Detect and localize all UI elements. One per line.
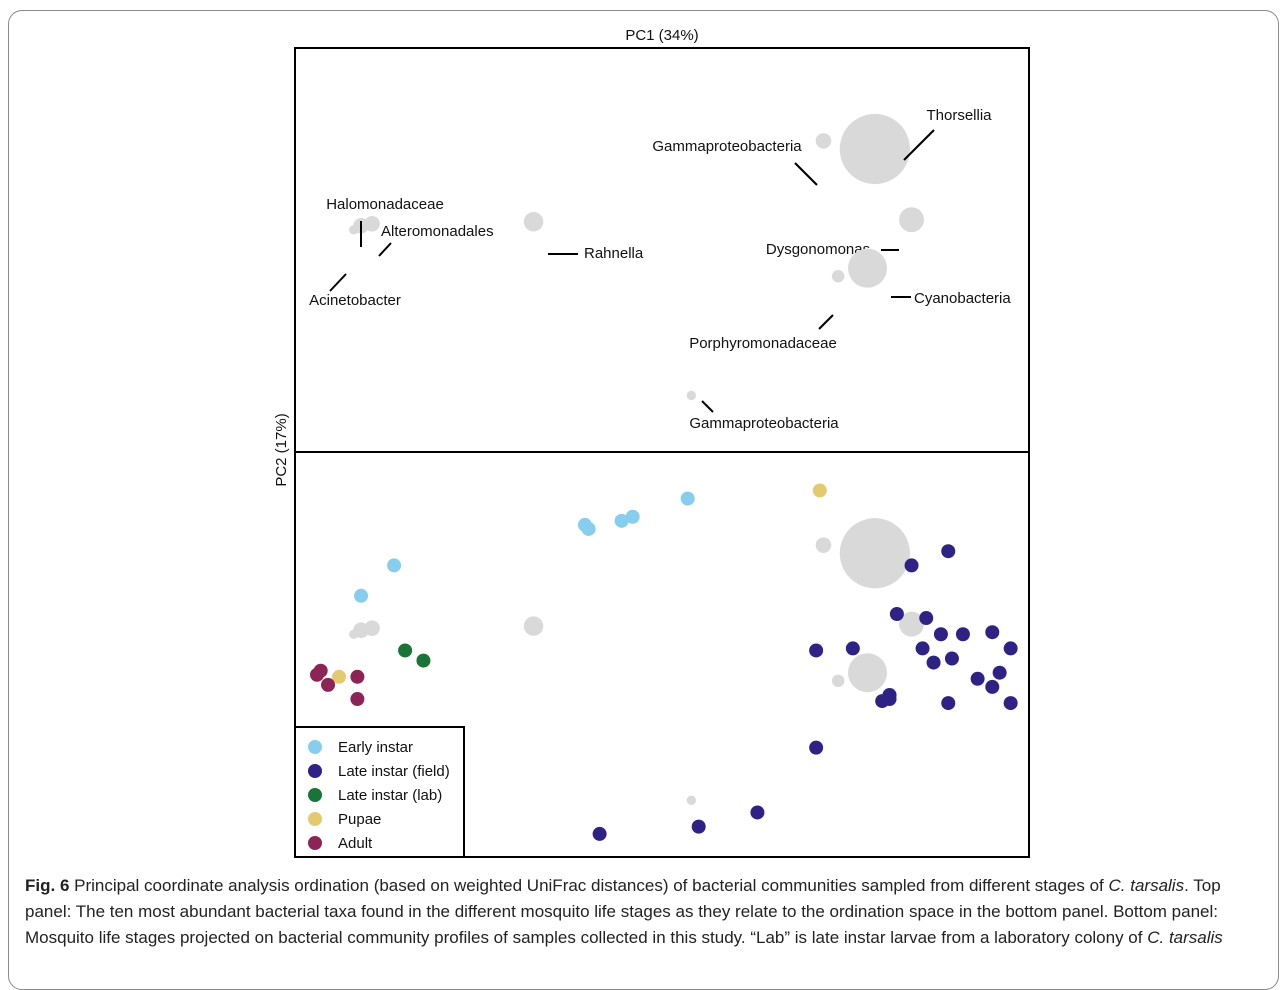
legend-label: Adult (338, 835, 373, 852)
sample-point (889, 607, 904, 621)
taxon-projection-bubble (686, 795, 697, 805)
taxon-label: Rahnella (584, 245, 644, 262)
legend-label: Late instar (lab) (338, 787, 442, 804)
taxon-bubble (349, 225, 359, 235)
sample-point (985, 625, 1000, 640)
sample-point (933, 627, 948, 642)
legend-marker (308, 812, 322, 826)
taxon-bubble (686, 390, 697, 401)
taxon-label: Alteromonadales (381, 223, 494, 240)
figure-caption: Fig. 6 Principal coordinate analysis ord… (25, 873, 1265, 951)
sample-point (614, 513, 629, 528)
sample-point (985, 679, 1000, 694)
taxon-projection-bubble (848, 653, 888, 693)
taxon-bubble (815, 133, 832, 149)
sample-point (944, 651, 959, 666)
sample-point (350, 669, 365, 684)
sample-point (387, 558, 402, 573)
sample-point (332, 669, 347, 684)
taxon-label: Cyanobacteria (914, 290, 1011, 307)
taxon-leader-line (701, 400, 714, 413)
taxon-leader-line (903, 129, 935, 161)
sample-point (350, 692, 365, 707)
sample-point (926, 655, 941, 670)
taxon-label: Thorsellia (926, 107, 992, 124)
sample-point (919, 611, 934, 626)
taxon-leader-line (818, 314, 834, 330)
bottom-panel-samples (310, 483, 1018, 841)
sample-point (845, 641, 860, 656)
legend-label: Late instar (field) (338, 763, 450, 780)
legend: Early instar Late instar (field) Late inst… (294, 726, 465, 858)
sample-point (904, 558, 919, 573)
y-axis-label: PC2 (17%) (273, 413, 290, 486)
caption-text-1: Principal coordinate analysis ordination… (69, 876, 1109, 895)
legend-marker (308, 836, 322, 850)
sample-point (680, 491, 695, 506)
taxon-projection-bubble (831, 674, 845, 688)
sample-point (955, 627, 970, 642)
sample-point (398, 643, 413, 658)
top-panel-frame (294, 47, 1030, 453)
sample-point (875, 694, 890, 709)
figure-frame (8, 10, 1279, 990)
sample-point (577, 517, 592, 532)
taxon-projection-bubble (349, 629, 359, 639)
taxon-bubble (839, 113, 910, 185)
sample-point (691, 819, 706, 834)
sample-point (625, 509, 640, 524)
sample-point (416, 653, 431, 668)
taxon-leader-line (329, 273, 347, 292)
taxon-projection-bubble (523, 616, 544, 636)
taxon-bubble (848, 248, 888, 288)
sample-point (941, 696, 956, 711)
taxon-bubble (899, 207, 925, 233)
legend-marker (308, 764, 322, 778)
pcoa-figure: PC1 (34%) PC2 (17%) Thorsellia Gammaprote… (273, 27, 1030, 858)
taxon-projection-bubble (815, 537, 832, 553)
caption-text-2: . Top panel: The ten most abundant bacte… (25, 876, 1221, 947)
taxon-label: Gammaproteobacteria (652, 138, 802, 155)
sample-point (812, 483, 827, 498)
taxon-label: Gammaproteobacteria (689, 415, 839, 432)
legend-box (294, 726, 465, 858)
taxon-projection-bubble (839, 518, 910, 589)
taxon-projection-bubble (364, 620, 380, 636)
sample-point (310, 667, 325, 682)
caption-species-1: C. tarsalis (1108, 876, 1185, 895)
caption-species-2: C. tarsalis (1147, 928, 1223, 947)
sample-point (809, 740, 824, 755)
sample-point (354, 588, 369, 603)
taxon-projection-bubble (899, 611, 925, 637)
taxon-bubble (364, 215, 380, 232)
figure-number: Fig. 6 (25, 876, 70, 895)
legend-label: Pupae (338, 811, 381, 828)
sample-point (1003, 696, 1018, 711)
sample-point (970, 671, 985, 686)
sample-point (750, 805, 765, 820)
bottom-panel-taxa-projection (349, 518, 925, 805)
taxon-label: Dysgonomonas (766, 241, 870, 258)
sample-point (321, 677, 336, 692)
legend-marker (308, 740, 322, 754)
taxon-bubble (523, 211, 544, 232)
sample-point (992, 665, 1007, 680)
legend-label: Early instar (338, 739, 413, 756)
top-panel-taxa: Thorsellia Gammaproteobacteria Halomonadac… (309, 107, 1011, 432)
sample-point (1003, 641, 1018, 656)
bottom-panel-frame (294, 451, 1030, 858)
sample-point (941, 544, 956, 559)
taxon-label: Halomonadaceae (326, 196, 444, 213)
taxon-leader-line (794, 162, 818, 186)
sample-point (915, 641, 930, 656)
taxon-bubble (831, 270, 845, 283)
sample-point (592, 826, 607, 841)
sample-point (809, 643, 824, 658)
legend-marker (308, 788, 322, 802)
taxon-label: Acinetobacter (309, 292, 401, 309)
x-axis-label: PC1 (34%) (625, 27, 698, 44)
taxon-leader-line (378, 242, 392, 257)
taxon-label: Porphyromonadaceae (689, 335, 837, 352)
